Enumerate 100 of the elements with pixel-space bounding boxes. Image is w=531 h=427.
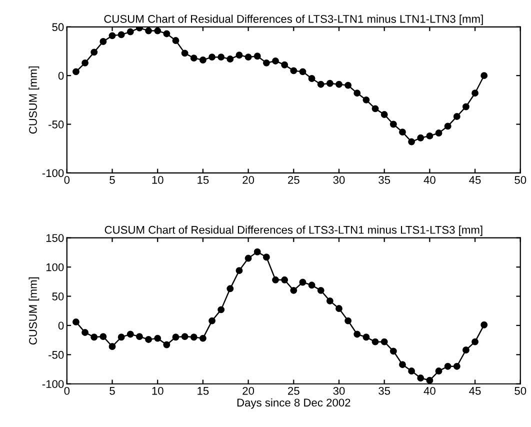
point xyxy=(281,61,288,68)
x-tick-label: 30 xyxy=(333,176,345,184)
point xyxy=(272,276,279,284)
y-axis-title: CUSUM [mm] xyxy=(28,66,40,134)
y-tick-label: 50 xyxy=(52,23,64,32)
x-tick-label: 40 xyxy=(424,386,436,395)
x-tick-label: 25 xyxy=(288,176,300,184)
point xyxy=(399,128,406,136)
point xyxy=(480,72,488,80)
point xyxy=(199,334,206,342)
point xyxy=(408,368,416,374)
point xyxy=(82,59,89,66)
y-tick-label: -50 xyxy=(48,120,64,128)
point xyxy=(90,334,98,341)
point xyxy=(472,338,479,346)
x-tick-label: 15 xyxy=(198,387,209,395)
point xyxy=(254,52,261,60)
point xyxy=(262,59,270,66)
point xyxy=(281,276,288,284)
point xyxy=(218,306,225,314)
point xyxy=(199,56,206,64)
point xyxy=(390,120,397,128)
y-tick-label: 150 xyxy=(46,234,64,242)
x-tick-label: 20 xyxy=(242,386,254,395)
point xyxy=(290,67,298,74)
x-tick-label: 10 xyxy=(152,386,164,395)
point xyxy=(190,334,198,341)
x-tick-label: 50 xyxy=(514,176,526,184)
point xyxy=(118,334,125,341)
point xyxy=(435,368,442,374)
point xyxy=(82,328,89,336)
x-tick-label: 5 xyxy=(110,387,115,395)
point xyxy=(372,105,379,112)
point xyxy=(154,27,162,34)
point xyxy=(317,286,324,294)
x-tick-label: 50 xyxy=(514,386,526,395)
point xyxy=(426,132,434,140)
point xyxy=(154,334,162,342)
point xyxy=(444,122,452,130)
point xyxy=(417,134,424,142)
point xyxy=(100,38,107,45)
y-tick-label: -100 xyxy=(42,169,64,178)
point xyxy=(336,305,342,312)
point xyxy=(354,330,361,338)
chart-title: CUSUM Chart of Residual Differences of LTS3-LTN1 minus LTS1-LTS3 [mm] xyxy=(104,226,482,236)
point xyxy=(100,333,107,340)
x-tick-label: 20 xyxy=(242,176,254,184)
x-tick-label: 45 xyxy=(469,176,481,184)
point xyxy=(145,336,152,343)
x-tick-label: 25 xyxy=(288,386,300,395)
x-tick-label: 45 xyxy=(469,387,481,395)
point xyxy=(262,254,270,261)
point xyxy=(390,348,397,355)
point xyxy=(136,333,143,340)
y-tick-label: -50 xyxy=(48,350,64,359)
x-tick-label: 30 xyxy=(333,386,345,395)
point xyxy=(226,56,234,62)
point xyxy=(208,54,216,61)
point xyxy=(90,48,98,56)
point xyxy=(299,278,306,286)
point xyxy=(244,54,252,61)
point xyxy=(444,362,452,370)
y-tick-label: 0 xyxy=(58,72,64,80)
point xyxy=(435,130,442,136)
point xyxy=(299,68,306,76)
point xyxy=(472,90,479,97)
point xyxy=(218,54,225,61)
point xyxy=(453,362,460,370)
point xyxy=(417,374,424,382)
point xyxy=(372,338,379,346)
point xyxy=(453,112,460,120)
point xyxy=(244,254,252,262)
point xyxy=(108,343,116,350)
point xyxy=(308,282,316,289)
point xyxy=(380,338,388,346)
point xyxy=(126,28,134,36)
point xyxy=(290,286,298,294)
y-tick-label: -100 xyxy=(42,380,64,388)
point xyxy=(317,80,324,88)
x-tick-label: 0 xyxy=(64,176,70,184)
point xyxy=(408,138,416,146)
point xyxy=(163,341,170,348)
point xyxy=(480,321,488,328)
point xyxy=(72,68,80,76)
point xyxy=(181,333,188,340)
point xyxy=(172,334,180,341)
point xyxy=(190,54,198,62)
x-axis-title: Days since 8 Dec 2002 xyxy=(237,398,350,409)
point xyxy=(308,75,316,82)
point xyxy=(126,330,134,338)
point xyxy=(72,318,80,326)
point xyxy=(344,317,352,324)
y-tick-label: 0 xyxy=(58,322,64,330)
x-tick-label: 15 xyxy=(198,176,209,184)
point xyxy=(336,80,342,88)
point xyxy=(208,317,216,324)
y-tick-label: 100 xyxy=(46,263,64,272)
point xyxy=(172,37,180,44)
point xyxy=(326,80,334,87)
point xyxy=(354,90,361,97)
